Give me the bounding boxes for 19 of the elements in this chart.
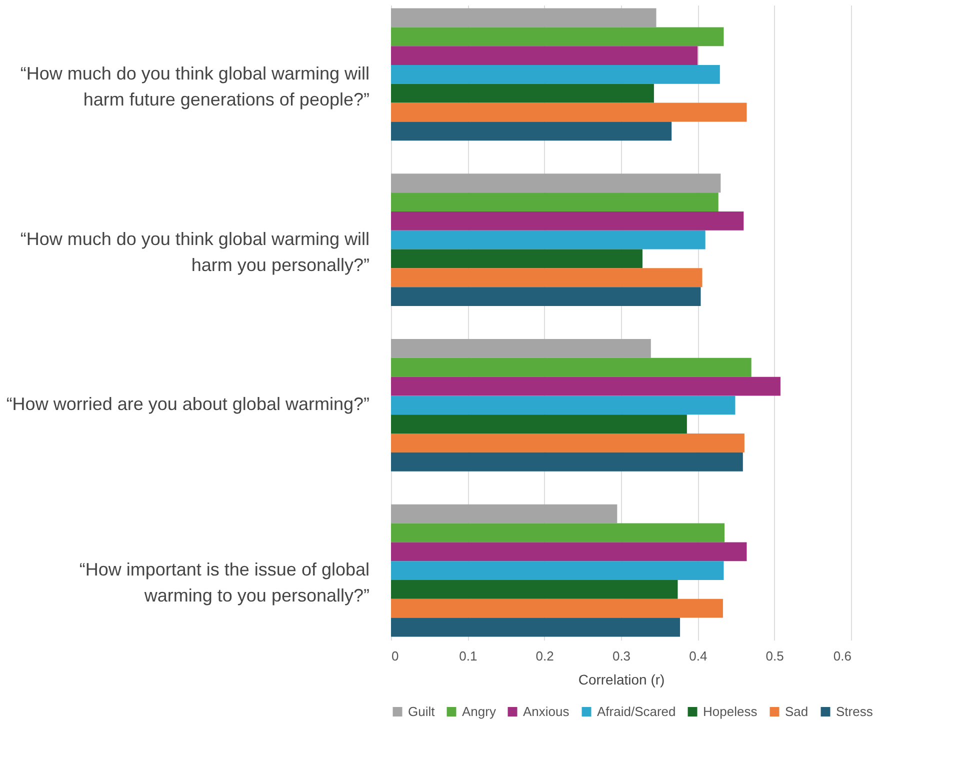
x-tick-label: 0.5 — [766, 648, 784, 664]
x-tick-label: 0.2 — [536, 648, 554, 664]
y-tick-label: “How worried are you about global warming?” — [6, 394, 370, 414]
x-tick-label: 0 — [392, 648, 399, 664]
legend-label: Guilt — [408, 704, 436, 719]
legend-label: Angry — [462, 704, 496, 719]
x-tick-label: 0.6 — [833, 648, 852, 664]
y-tick-label: “How important is the issue of global warming to you personally?” — [79, 560, 370, 606]
legend-label: Anxious — [523, 704, 570, 719]
legend-label: Hopeless — [703, 704, 758, 719]
x-axis-title: Correlation (r) — [578, 672, 665, 688]
x-tick-label: 0.4 — [689, 648, 708, 664]
legend-label: Afraid/Scared — [597, 704, 676, 719]
legend-label: Stress — [836, 704, 874, 719]
legend-label: Sad — [785, 704, 808, 719]
x-tick-label: 0.3 — [612, 648, 631, 664]
y-tick-label: “How much do you think global warming will harm future generations of people?” — [20, 63, 370, 110]
y-tick-label: “How much do you think global warming will harm you personally?” — [20, 228, 370, 275]
x-tick-label: 0.1 — [459, 648, 478, 664]
